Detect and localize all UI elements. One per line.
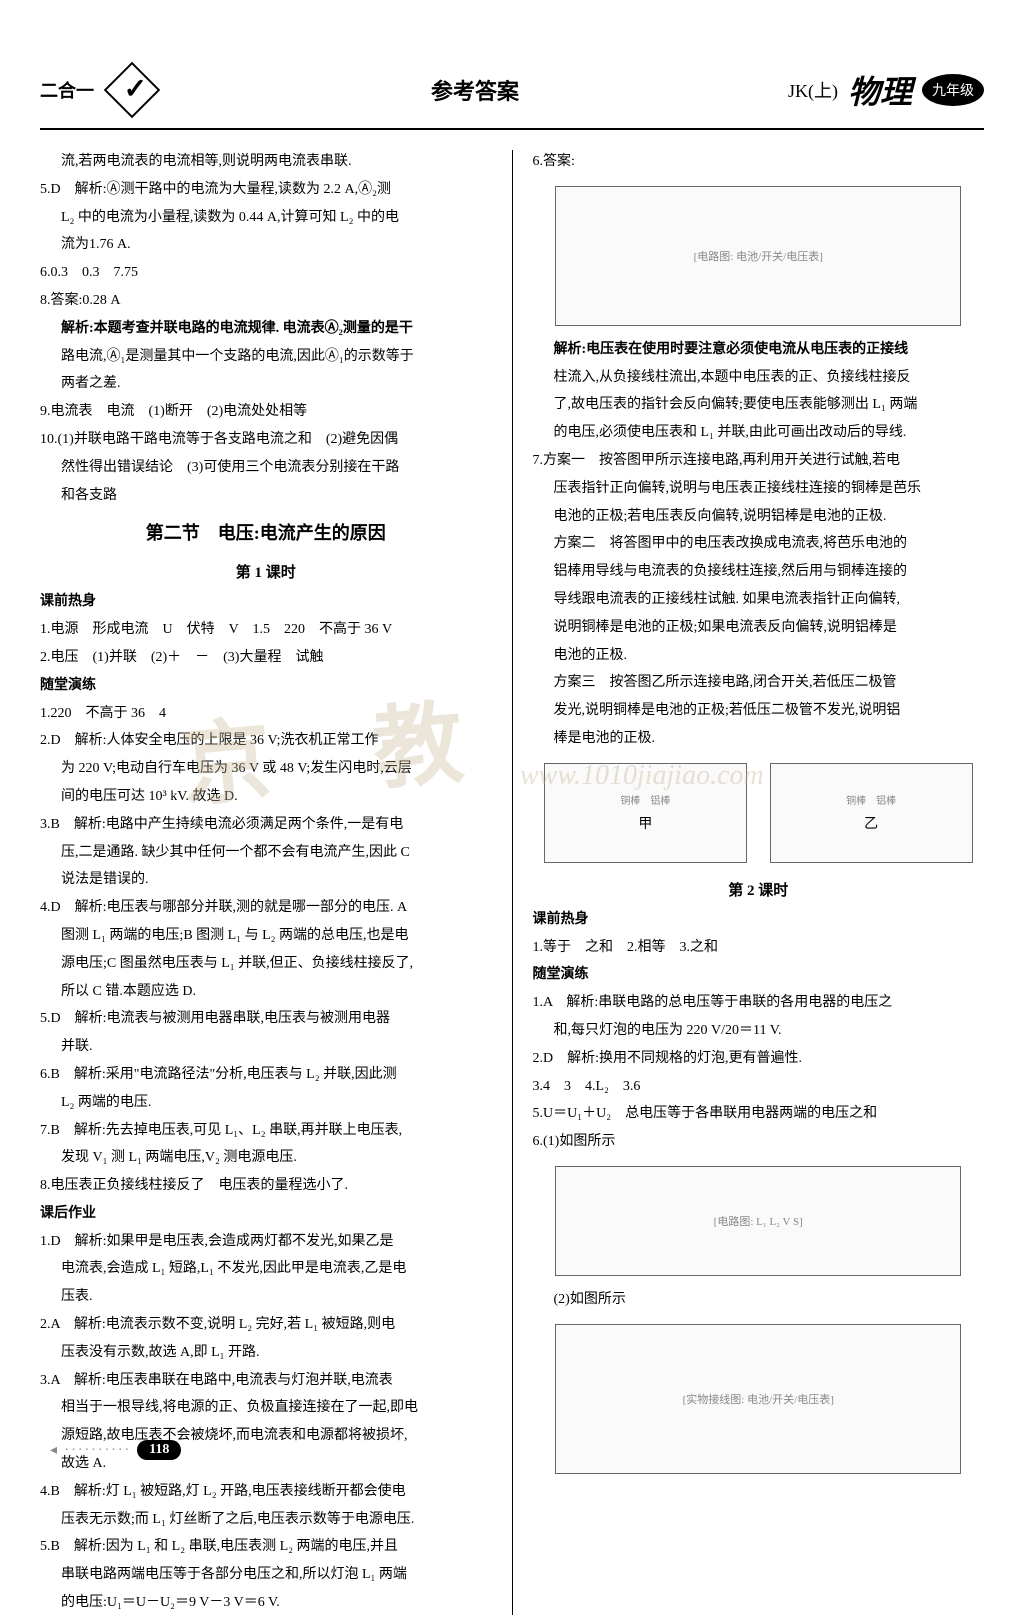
text-line: 5.D 解析:电流表与被测用电器串联,电压表与被测用电器 bbox=[40, 1007, 492, 1031]
series-name: 二合一 bbox=[40, 77, 94, 103]
text-line: 1.电源 形成电流 U 伏特 V 1.5 220 不高于 36 V bbox=[40, 618, 492, 642]
page-number-area: ◂ ·········· 118 bbox=[50, 1440, 181, 1460]
text-line: 8.电压表正负接线柱接反了 电压表的量程选小了. bbox=[40, 1174, 492, 1198]
text-line: 的电压,必须使电压表和 L₁ 并联,由此可画出改动后的导线. bbox=[533, 421, 985, 445]
text-line: (2)如图所示 bbox=[533, 1288, 985, 1312]
text-line: 3.4 3 4.L₂ 3.6 bbox=[533, 1075, 985, 1099]
circuit-diagram-small: 铜棒 铝棒甲 bbox=[544, 763, 747, 863]
left-column: 流,若两电流表的电流相等,则说明两电流表串联. 5.D 解析:Ⓐ测干路中的电流为大… bbox=[40, 150, 492, 1615]
text-line: 9.电流表 电流 (1)断开 (2)电流处处相等 bbox=[40, 400, 492, 424]
text-line: 流为1.76 A. bbox=[40, 233, 492, 257]
text-line: L₂ 中的电流为小量程,读数为 0.44 A,计算可知 L₂ 中的电 bbox=[40, 206, 492, 230]
logo-icon bbox=[102, 60, 162, 120]
text-line: 间的电压可达 10³ kV. 故选 D. bbox=[40, 785, 492, 809]
text-line: 为 220 V;电动自行车电压为 36 V 或 48 V;发生闪电时,云层 bbox=[40, 757, 492, 781]
text-line: 第 2 课时 bbox=[533, 879, 985, 900]
page-header: 二合一 参考答案 JK(上) 物理 九年级 bbox=[40, 60, 984, 130]
page-title: 参考答案 bbox=[431, 74, 519, 106]
text-line: 解析:电压表在使用时要注意必须使电流从电压表的正接线 bbox=[533, 338, 985, 362]
text-line: 相当于一根导线,将电源的正、负极直接连接在了一起,即电 bbox=[40, 1396, 492, 1420]
text-line: 压表. bbox=[40, 1285, 492, 1309]
text-line: 1.等于 之和 2.相等 3.之和 bbox=[533, 936, 985, 960]
text-line: L₂ 两端的电压. bbox=[40, 1091, 492, 1115]
text-line: 说法是错误的. bbox=[40, 868, 492, 892]
text-line: 4.D 解析:电压表与哪部分并联,测的就是哪一部分的电压. A bbox=[40, 896, 492, 920]
text-line: 然性得出错误结论 (3)可使用三个电流表分别接在干路 bbox=[40, 456, 492, 480]
text-line: 课前热身 bbox=[533, 908, 985, 932]
text-line: 方案二 将答图甲中的电压表改换成电流表,将芭乐电池的 bbox=[533, 532, 985, 556]
right-column: 6.答案: [电路图: 电池/开关/电压表] 解析:电压表在使用时要注意必须使电流从… bbox=[533, 150, 985, 1615]
text-line: 6.(1)如图所示 bbox=[533, 1130, 985, 1154]
text-line: 5.B 解析:因为 L₁ 和 L₂ 串联,电压表测 L₂ 两端的电压,并且 bbox=[40, 1535, 492, 1559]
content-columns: 流,若两电流表的电流相等,则说明两电流表串联. 5.D 解析:Ⓐ测干路中的电流为大… bbox=[40, 150, 984, 1615]
header-right: JK(上) 物理 九年级 bbox=[788, 67, 984, 113]
text-line: 随堂演练 bbox=[533, 963, 985, 987]
text-line: 发光,说明铜棒是电池的正极;若低压二极管不发光,说明铝 bbox=[533, 699, 985, 723]
text-line: 电流表,会造成 L₁ 短路,L₁ 不发光,因此甲是电流表,乙是电 bbox=[40, 1257, 492, 1281]
grade-badge: 九年级 bbox=[922, 74, 984, 106]
text-line: 2.D 解析:换用不同规格的灯泡,更有普遍性. bbox=[533, 1047, 985, 1071]
text-line: 流,若两电流表的电流相等,则说明两电流表串联. bbox=[40, 150, 492, 174]
text-line: 5.D 解析:Ⓐ测干路中的电流为大量程,读数为 2.2 A,Ⓐ₂测 bbox=[40, 178, 492, 202]
text-line: 压,二是通路. 缺少其中任何一个都不会有电流产生,因此 C bbox=[40, 841, 492, 865]
text-line: 和,每只灯泡的电压为 220 V/20＝11 V. bbox=[533, 1019, 985, 1043]
text-line: 3.A 解析:电压表串联在电路中,电流表与灯泡并联,电流表 bbox=[40, 1369, 492, 1393]
text-line: 两者之差. bbox=[40, 372, 492, 396]
edition-code: JK(上) bbox=[788, 77, 838, 103]
text-line: 方案三 按答图乙所示连接电路,闭合开关,若低压二极管 bbox=[533, 671, 985, 695]
text-line: 8.答案:0.28 A bbox=[40, 289, 492, 313]
text-line: 路电流,Ⓐ₁是测量其中一个支路的电流,因此Ⓐ₁的示数等于 bbox=[40, 345, 492, 369]
text-line: 2.D 解析:人体安全电压的上限是 36 V;洗衣机正常工作 bbox=[40, 729, 492, 753]
text-line: 电池的正极. bbox=[533, 644, 985, 668]
text-line: 5.U＝U₁＋U₂ 总电压等于各串联用电器两端的电压之和 bbox=[533, 1102, 985, 1126]
text-line: 随堂演练 bbox=[40, 674, 492, 698]
text-line: 课前热身 bbox=[40, 590, 492, 614]
circuit-diagram: [电路图: L₁ L₂ V S] bbox=[555, 1166, 961, 1276]
text-line: 解析:本题考查并联电路的电流规律. 电流表Ⓐ₂测量的是干 bbox=[40, 317, 492, 341]
text-line: 柱流入,从负接线柱流出,本题中电压表的正、负接线柱接反 bbox=[533, 366, 985, 390]
text-line: 图测 L₁ 两端的电压;B 图测 L₁ 与 L₂ 两端的总电压,也是电 bbox=[40, 924, 492, 948]
text-line: 压表没有示数,故选 A,即 L₁ 开路. bbox=[40, 1341, 492, 1365]
text-line: 和各支路 bbox=[40, 484, 492, 508]
text-line: 第 1 课时 bbox=[40, 561, 492, 582]
text-line: 3.B 解析:电路中产生持续电流必须满足两个条件,一是有电 bbox=[40, 813, 492, 837]
text-line: 了,故电压表的指针会反向偏转;要使电压表能够测出 L₁ 两端 bbox=[533, 393, 985, 417]
text-line: 4.B 解析:灯 L₁ 被短路,灯 L₂ 开路,电压表接线断开都会使电 bbox=[40, 1480, 492, 1504]
circuit-pair: 铜棒 铝棒甲铜棒 铝棒乙 bbox=[533, 763, 985, 863]
text-line: 发现 V₁ 测 L₁ 两端电压,V₂ 测电源电压. bbox=[40, 1146, 492, 1170]
subject-label: 物理 bbox=[848, 67, 912, 113]
text-line: 7.方案一 按答图甲所示连接电路,再利用开关进行试触,若电 bbox=[533, 449, 985, 473]
page-number: 118 bbox=[137, 1440, 181, 1460]
circuit-diagram: [电路图: 电池/开关/电压表] bbox=[555, 186, 961, 326]
text-line: 压表指针正向偏转,说明与电压表正接线柱连接的铜棒是芭乐 bbox=[533, 477, 985, 501]
circuit-diagram: [实物接线图: 电池/开关/电压表] bbox=[555, 1324, 961, 1474]
text-line: 7.B 解析:先去掉电压表,可见 L₁、L₂ 串联,再并联上电压表, bbox=[40, 1119, 492, 1143]
text-line: 源电压;C 图虽然电压表与 L₁ 并联,但正、负接线柱接反了, bbox=[40, 952, 492, 976]
text-line: 1.A 解析:串联电路的总电压等于串联的各用电器的电压之 bbox=[533, 991, 985, 1015]
text-line: 2.电压 (1)并联 (2)＋ － (3)大量程 试触 bbox=[40, 646, 492, 670]
column-divider bbox=[512, 150, 513, 1615]
text-line: 所以 C 错.本题应选 D. bbox=[40, 980, 492, 1004]
text-line: 的电压:U₁＝U－U₂＝9 V－3 V＝6 V. bbox=[40, 1591, 492, 1615]
text-line: 串联电路两端电压等于各部分电压之和,所以灯泡 L₁ 两端 bbox=[40, 1563, 492, 1587]
text-line: 1.220 不高于 36 4 bbox=[40, 702, 492, 726]
text-line: 电池的正极;若电压表反向偏转,说明铝棒是电池的正极. bbox=[533, 505, 985, 529]
text-line: 说明铜棒是电池的正极;如果电流表反向偏转,说明铝棒是 bbox=[533, 616, 985, 640]
header-left: 二合一 bbox=[40, 60, 162, 120]
text-line: 课后作业 bbox=[40, 1202, 492, 1226]
text-line: 导线跟电流表的正接线柱试触. 如果电流表指针正向偏转, bbox=[533, 588, 985, 612]
circuit-diagram-small: 铜棒 铝棒乙 bbox=[770, 763, 973, 863]
text-line: 6.B 解析:采用"电流路径法"分析,电压表与 L₂ 并联,因此测 bbox=[40, 1063, 492, 1087]
text-line: 棒是电池的正极. bbox=[533, 727, 985, 751]
text-line: 2.A 解析:电流表示数不变,说明 L₂ 完好,若 L₁ 被短路,则电 bbox=[40, 1313, 492, 1337]
text-line: 1.D 解析:如果甲是电压表,会造成两灯都不发光,如果乙是 bbox=[40, 1230, 492, 1254]
text-line: 压表无示数;而 L₁ 灯丝断了之后,电压表示数等于电源电压. bbox=[40, 1508, 492, 1532]
text-line: 并联. bbox=[40, 1035, 492, 1059]
text-line: 铝棒用导线与电流表的负接线柱连接,然后用与铜棒连接的 bbox=[533, 560, 985, 584]
decor-dots: ◂ ·········· bbox=[50, 1442, 131, 1459]
text-line: 6.答案: bbox=[533, 150, 985, 174]
text-line: 6.0.3 0.3 7.75 bbox=[40, 261, 492, 285]
text-line: 10.(1)并联电路干路电流等于各支路电流之和 (2)避免因偶 bbox=[40, 428, 492, 452]
text-line: 第二节 电压:电流产生的原因 bbox=[40, 519, 492, 545]
